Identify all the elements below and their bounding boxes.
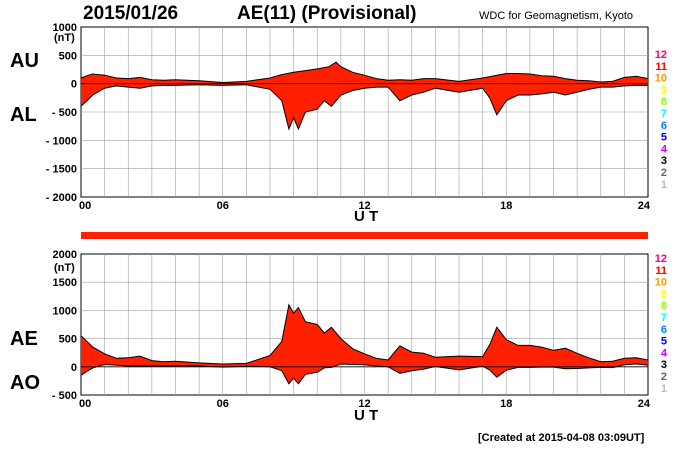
x-tick-label: 06 <box>217 398 229 410</box>
station-legend-item: 1 <box>661 179 667 191</box>
station-legend-item: 11 <box>655 61 667 73</box>
y-tick-label: 2000 <box>53 249 77 261</box>
station-legend-item: 8 <box>661 96 667 108</box>
station-legend-item: 8 <box>661 300 667 312</box>
xlabel-bottom: U T <box>354 407 379 424</box>
series-line-al <box>80 84 648 131</box>
x-tick-label: 18 <box>500 200 512 212</box>
y-tick-label: 0 <box>71 362 77 374</box>
au-label: AU <box>10 50 39 72</box>
series-line-ao <box>80 363 649 385</box>
y-tick-label: 1000 <box>53 305 77 317</box>
unit-label-top: (nT) <box>54 32 75 44</box>
chart-title: AE(11) (Provisional) <box>237 3 417 24</box>
unit-label-bottom: (nT) <box>54 262 75 274</box>
station-legend-item: 12 <box>655 253 667 265</box>
series-line-au <box>80 61 649 84</box>
ae-label: AE <box>10 328 38 350</box>
station-legend-item: 6 <box>661 324 667 336</box>
x-tick-label: 12 <box>358 200 370 212</box>
ao-label: AO <box>10 372 40 394</box>
station-legend-item: 2 <box>661 371 667 383</box>
station-legend-item: 11 <box>655 265 667 277</box>
y-tick-label: 500 <box>59 50 77 62</box>
x-tick-label: 12 <box>358 398 370 410</box>
station-legend-item: 10 <box>655 73 667 85</box>
date-title: 2015/01/26 <box>83 3 179 24</box>
station-legend-item: 5 <box>661 336 667 348</box>
y-tick-label: 0 <box>71 79 77 91</box>
station-legend-item: 4 <box>661 143 668 155</box>
x-tick-label: 18 <box>500 398 512 410</box>
xlabel-top: U T <box>354 208 379 225</box>
y-tick-label: 500 <box>59 334 77 346</box>
y-tick-label: 1500 <box>53 277 77 289</box>
created-footer: [Created at 2015-04-08 03:09UT] <box>478 432 645 444</box>
y-tick-label: - 500 <box>52 107 77 119</box>
x-tick-label: 24 <box>638 398 651 410</box>
filled-area <box>81 304 648 384</box>
station-legend-item: 9 <box>661 288 667 300</box>
x-tick-label: 24 <box>638 200 651 212</box>
station-legend-item: 9 <box>661 84 667 96</box>
station-legend-item: 3 <box>661 155 667 167</box>
station-legend-item: 6 <box>661 120 667 132</box>
station-legend-item: 1 <box>661 383 667 395</box>
x-tick-label: 00 <box>79 200 91 212</box>
station-legend-item: 10 <box>655 277 667 289</box>
station-legend-item: 5 <box>661 132 667 144</box>
y-tick-label: - 2000 <box>46 192 77 204</box>
x-tick-label: 00 <box>79 398 91 410</box>
station-coverage-bar <box>81 232 648 239</box>
y-tick-label: - 500 <box>52 390 77 402</box>
station-legend-item: 7 <box>661 108 667 120</box>
source-label: WDC for Geomagnetism, Kyoto <box>479 10 634 22</box>
x-tick-label: 06 <box>217 200 229 212</box>
y-tick-label: 1000 <box>53 22 77 34</box>
y-tick-label: - 1000 <box>46 135 77 147</box>
station-legend-item: 4 <box>661 347 668 359</box>
station-legend-item: 3 <box>661 359 667 371</box>
station-legend-item: 12 <box>655 49 667 61</box>
y-tick-label: - 1500 <box>46 164 77 176</box>
station-legend-item: 2 <box>661 167 667 179</box>
series-line-ae <box>80 303 649 365</box>
station-legend-item: 7 <box>661 312 667 324</box>
al-label: AL <box>10 104 37 126</box>
filled-area <box>81 62 648 129</box>
